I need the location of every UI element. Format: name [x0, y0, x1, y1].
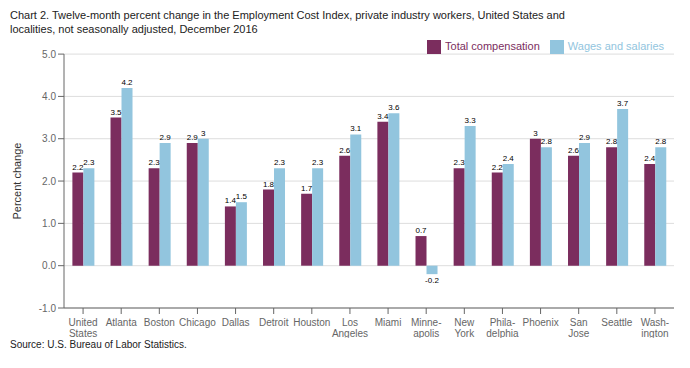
svg-text:2.3: 2.3	[149, 158, 161, 167]
svg-text:3.0: 3.0	[42, 133, 56, 144]
svg-text:-1.0: -1.0	[39, 303, 57, 314]
svg-text:3.5: 3.5	[110, 108, 122, 117]
svg-text:Atlanta: Atlanta	[106, 317, 138, 328]
svg-text:Detroit: Detroit	[259, 317, 289, 328]
html-text:Total compensation: Total compensation	[445, 40, 540, 52]
svg-text:2.3: 2.3	[274, 158, 286, 167]
svg-text:Phoenix: Phoenix	[522, 317, 558, 328]
svg-text:1.8: 1.8	[263, 180, 275, 189]
svg-text:5.0: 5.0	[42, 49, 56, 60]
html-text:Wages and salaries: Wages and salaries	[567, 40, 664, 52]
svg-text:2.4: 2.4	[503, 154, 515, 163]
svg-text:2.0: 2.0	[42, 176, 56, 187]
svg-text:0.7: 0.7	[415, 226, 427, 235]
svg-text:4.0: 4.0	[42, 91, 56, 102]
svg-text:Boston: Boston	[144, 317, 175, 328]
svg-text:2.3: 2.3	[454, 158, 466, 167]
html-text:localities, not seasonally adj: localities, not seasonally adjusted, Dec…	[10, 23, 258, 35]
svg-text:2.9: 2.9	[160, 133, 172, 142]
svg-text:UnitedStates: UnitedStates	[69, 317, 98, 338]
svg-text:3.3: 3.3	[465, 116, 477, 125]
svg-text:1.4: 1.4	[225, 196, 237, 205]
svg-text:1.0: 1.0	[42, 218, 56, 229]
svg-text:3.6: 3.6	[388, 103, 400, 112]
svg-text:Minne-apolis: Minne-apolis	[411, 317, 442, 338]
svg-text:0.0: 0.0	[42, 260, 56, 271]
svg-text:NewYork: NewYork	[454, 317, 475, 338]
svg-text:3: 3	[201, 129, 206, 138]
svg-text:3.1: 3.1	[350, 124, 362, 133]
svg-text:Percent change: Percent change	[11, 143, 23, 220]
svg-text:2.2: 2.2	[492, 163, 504, 172]
svg-text:2.2: 2.2	[72, 163, 84, 172]
svg-text:2.6: 2.6	[339, 146, 351, 155]
svg-text:2.3: 2.3	[83, 158, 95, 167]
svg-text:3.4: 3.4	[377, 112, 389, 121]
svg-text:1.7: 1.7	[301, 184, 313, 193]
svg-text:2.8: 2.8	[655, 137, 667, 146]
svg-text:2.8: 2.8	[606, 137, 618, 146]
svg-text:Chicago: Chicago	[179, 317, 216, 328]
svg-text:Houston: Houston	[293, 317, 330, 328]
svg-text:2.3: 2.3	[312, 158, 324, 167]
svg-text:3.7: 3.7	[617, 99, 629, 108]
svg-text:Seattle: Seattle	[601, 317, 633, 328]
svg-text:Dallas: Dallas	[222, 317, 250, 328]
svg-text:LosAngeles: LosAngeles	[332, 317, 368, 338]
svg-text:2.6: 2.6	[568, 146, 580, 155]
svg-text:2.4: 2.4	[644, 154, 656, 163]
html-text:Chart 2. Twelve-month percent: Chart 2. Twelve-month percent change in …	[10, 9, 565, 21]
svg-text:-0.2: -0.2	[425, 276, 439, 285]
svg-text:4.2: 4.2	[121, 78, 133, 87]
html-text:Source: U.S. Bureau of Labor S: Source: U.S. Bureau of Labor Statistics.	[10, 339, 187, 350]
svg-text:SanJose: SanJose	[568, 317, 590, 338]
svg-text:Miami: Miami	[375, 317, 402, 328]
svg-text:2.9: 2.9	[187, 133, 199, 142]
svg-text:1.5: 1.5	[236, 192, 248, 201]
svg-text:2.8: 2.8	[541, 137, 553, 146]
svg-text:2.9: 2.9	[579, 133, 591, 142]
svg-text:Wash-ington: Wash-ington	[641, 317, 670, 338]
svg-text:3: 3	[533, 129, 538, 138]
svg-text:Phila-delphia: Phila-delphia	[486, 317, 519, 338]
